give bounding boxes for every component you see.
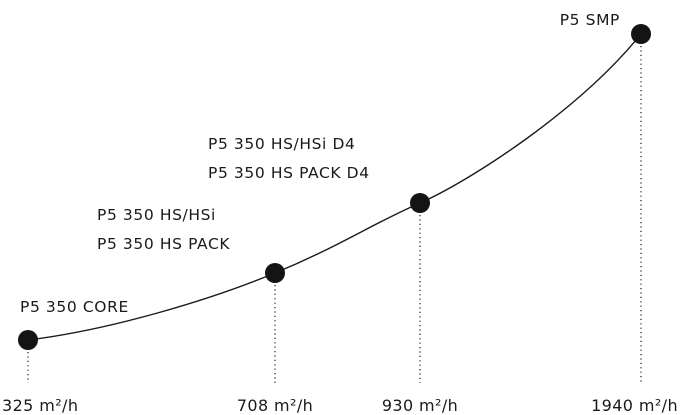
drop-lines bbox=[27, 46, 642, 383]
x-tick-label-0: 325 m²/h bbox=[2, 396, 78, 415]
point-label-3-0: P5 SMP bbox=[560, 11, 620, 29]
x-tick-label-3: 1940 m²/h bbox=[591, 396, 678, 415]
data-point-3 bbox=[631, 24, 651, 44]
data-point-1 bbox=[265, 263, 285, 283]
x-tick-labels: 325 m²/h 708 m²/h 930 m²/h 1940 m²/h bbox=[2, 396, 678, 415]
point-labels: P5 350 CORE P5 350 HS/HSi P5 350 HS PACK P5… bbox=[20, 11, 620, 316]
x-tick-label-1: 708 m²/h bbox=[237, 396, 313, 415]
x-tick-label-2: 930 m²/h bbox=[382, 396, 458, 415]
data-points bbox=[18, 24, 651, 350]
point-label-0-0: P5 350 CORE bbox=[20, 298, 129, 316]
point-label-1-1: P5 350 HS PACK bbox=[97, 235, 230, 253]
point-label-1-0: P5 350 HS/HSi bbox=[97, 206, 216, 224]
point-label-2-0: P5 350 HS/HSi D4 bbox=[208, 135, 356, 153]
data-point-2 bbox=[410, 193, 430, 213]
series-line bbox=[27, 33, 642, 341]
data-point-0 bbox=[18, 330, 38, 350]
point-label-2-1: P5 350 HS PACK D4 bbox=[208, 164, 370, 182]
